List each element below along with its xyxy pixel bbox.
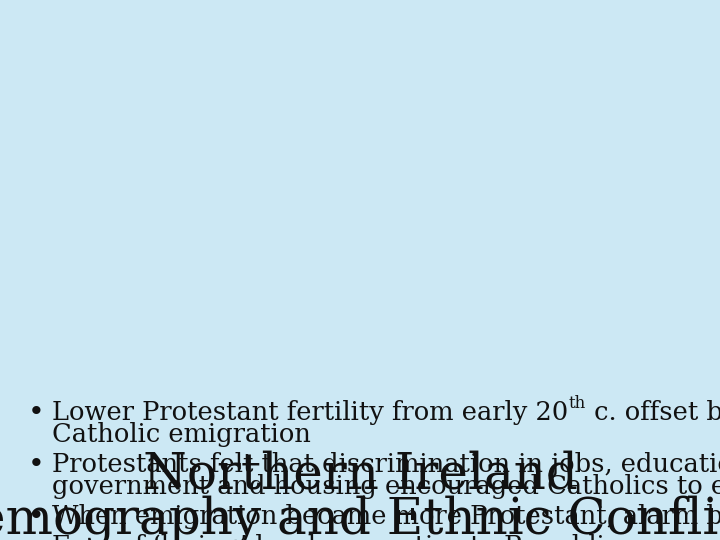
Text: •: • <box>28 534 45 540</box>
Text: Fear of ‘losing’ border counties to Republicans: Fear of ‘losing’ border counties to Repu… <box>52 534 665 540</box>
Text: c. offset by higher: c. offset by higher <box>585 400 720 425</box>
Text: Protestants felt that discrimination in jobs, education, local: Protestants felt that discrimination in … <box>52 452 720 477</box>
Text: •: • <box>28 400 45 427</box>
Text: When emigration became more Protestant, alarm bells rang: When emigration became more Protestant, … <box>52 504 720 529</box>
Text: Northern Ireland: Northern Ireland <box>143 450 577 500</box>
Text: •: • <box>28 504 45 531</box>
Text: Catholic emigration: Catholic emigration <box>52 422 311 447</box>
Text: •: • <box>28 452 45 479</box>
Text: th: th <box>568 395 585 412</box>
Text: Lower Protestant fertility from early 20: Lower Protestant fertility from early 20 <box>52 400 568 425</box>
Text: Demography and Ethnic Conflict:: Demography and Ethnic Conflict: <box>0 495 720 540</box>
Text: government and housing encouraged Catholics to emigrate: government and housing encouraged Cathol… <box>52 474 720 499</box>
